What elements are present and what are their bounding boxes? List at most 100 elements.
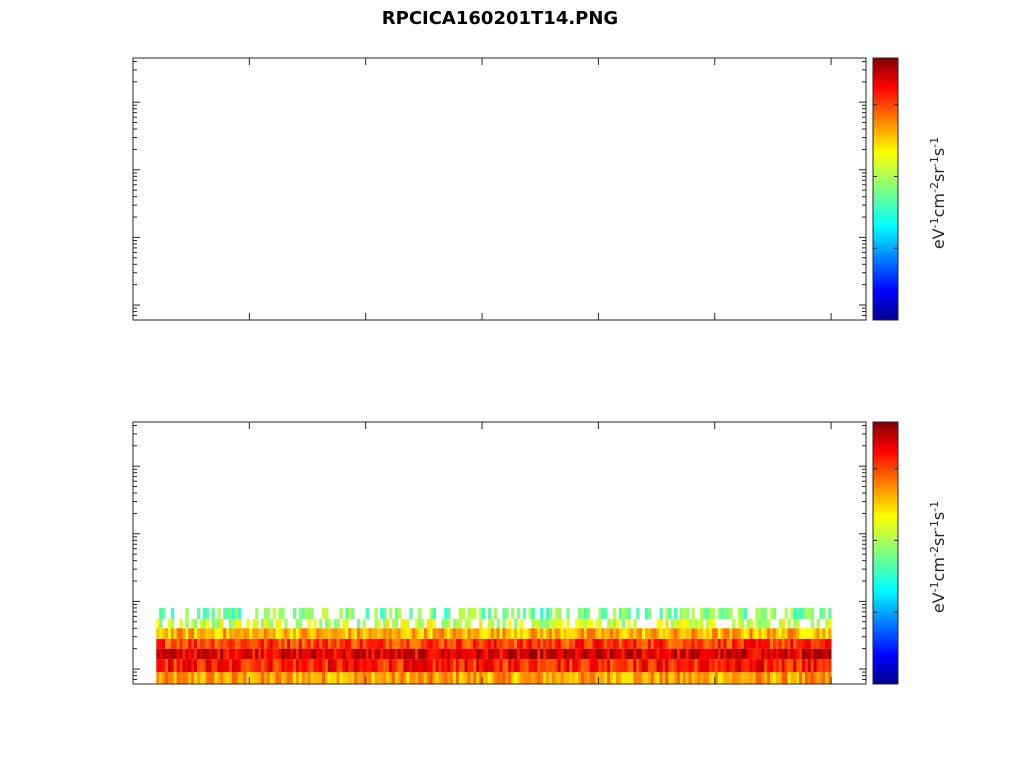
heatmap-cell (418, 638, 422, 649)
heatmap-cell (196, 659, 201, 673)
heatmap-cell (746, 638, 751, 649)
heatmap-cell (374, 659, 378, 673)
heatmap-cell (415, 672, 419, 684)
heatmap-cell (586, 628, 591, 639)
heatmap-cell (176, 648, 180, 660)
heatmap-cell (636, 607, 640, 619)
heatmap-cell (714, 648, 719, 660)
heatmap-cell (499, 638, 503, 649)
heatmap-cell (170, 648, 175, 660)
heatmap-cell (822, 638, 826, 649)
heatmap-cell (482, 659, 486, 673)
heatmap-cell (455, 618, 460, 629)
heatmap-cell (770, 638, 774, 649)
heatmap-cell (589, 672, 593, 684)
heatmap-cell (764, 659, 768, 673)
heatmap-cell (604, 659, 608, 673)
heatmap-cell (828, 659, 832, 673)
heatmap-cell (237, 607, 242, 619)
heatmap-cell (260, 659, 265, 673)
heatmap-cell (371, 659, 375, 673)
heatmap-cell (199, 648, 204, 660)
heatmap-cell (223, 607, 227, 619)
heatmap-cell (778, 618, 783, 629)
heatmap-cell (615, 638, 620, 649)
heatmap-cell (461, 648, 465, 660)
heatmap-cell (374, 607, 378, 619)
heatmap-cell (796, 659, 800, 673)
heatmap-cell (362, 672, 367, 684)
heatmap-cell (656, 638, 660, 649)
heatmap-cell (554, 672, 559, 684)
heatmap-cell (185, 618, 189, 629)
heatmap-cell (490, 638, 495, 649)
heatmap-cell (522, 607, 527, 619)
heatmap-cell (159, 659, 163, 673)
heatmap-cell (447, 618, 451, 629)
heatmap-cell (359, 648, 364, 660)
heatmap-cell (720, 638, 724, 649)
heatmap-cell (554, 648, 559, 660)
heatmap-cell (487, 607, 492, 619)
heatmap-cell (243, 672, 247, 684)
heatmap-cell (240, 659, 244, 673)
heatmap-cell (604, 638, 608, 649)
heatmap-cell (476, 638, 480, 649)
heatmap-cell (406, 659, 410, 673)
heatmap-cell (560, 618, 564, 629)
heatmap-cell (621, 628, 625, 639)
heatmap-cell (738, 607, 742, 619)
heatmap-cell (231, 659, 236, 673)
heatmap-cell (249, 628, 253, 639)
heatmap-cell (604, 607, 608, 619)
heatmap-cell (612, 618, 617, 629)
heatmap-cell (211, 618, 215, 629)
heatmap-cell (275, 618, 279, 629)
heatmap-cell (269, 638, 274, 649)
heatmap-cell (322, 638, 326, 649)
heatmap-cell (770, 607, 774, 619)
heatmap-cell (543, 628, 547, 639)
heatmap-cell (729, 607, 733, 619)
heatmap-cell (633, 638, 637, 649)
heatmap-cell (455, 648, 460, 660)
heatmap-cell (487, 648, 492, 660)
heatmap-cell (580, 607, 585, 619)
heatmap-cell (295, 659, 300, 673)
heatmap-cell (726, 672, 730, 684)
heatmap-cell (339, 628, 343, 639)
heatmap-cell (519, 628, 524, 639)
heatmap-cell (691, 648, 695, 660)
heatmap-cell (386, 638, 390, 649)
heatmap-cell (167, 638, 172, 649)
heatmap-cell (828, 638, 832, 649)
heatmap-cell (354, 648, 358, 660)
heatmap-cell (406, 628, 410, 639)
heatmap-cell (732, 618, 736, 629)
heatmap-cell (362, 659, 367, 673)
heatmap-cell (595, 618, 599, 629)
heatmap-cell (429, 648, 433, 660)
heatmap-cell (732, 672, 736, 684)
heatmap-cell (580, 648, 585, 660)
heatmap-cell (490, 648, 495, 660)
heatmap-cell (566, 607, 570, 619)
heatmap-cell (525, 659, 529, 673)
heatmap-cell (647, 628, 652, 639)
heatmap-cell (519, 648, 524, 660)
heatmap-cell (420, 638, 425, 649)
heatmap-cell (479, 672, 483, 684)
heatmap-cell (810, 659, 815, 673)
heatmap-cell (822, 659, 826, 673)
heatmap-cell (644, 607, 649, 619)
heatmap-cell (380, 638, 384, 649)
heatmap-cell (694, 618, 698, 629)
heatmap-cell (770, 648, 774, 660)
heatmap-cell (566, 618, 570, 629)
heatmap-cell (345, 638, 349, 649)
heatmap-cell (319, 659, 323, 673)
heatmap-cell (784, 672, 788, 684)
heatmap-cell (723, 648, 727, 660)
heatmap-cell (487, 672, 492, 684)
heatmap-cell (522, 672, 527, 684)
